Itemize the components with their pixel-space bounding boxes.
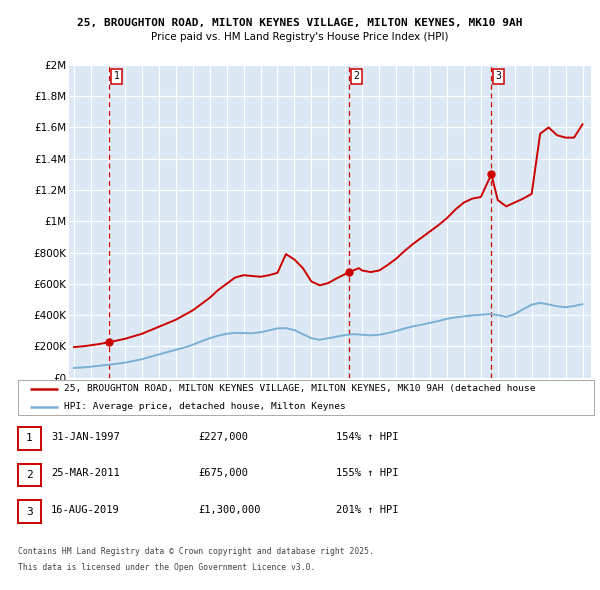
Text: 31-JAN-1997: 31-JAN-1997 [51,432,120,441]
Text: 2: 2 [26,470,33,480]
Text: 3: 3 [496,71,502,81]
Text: 1: 1 [113,71,119,81]
Text: 16-AUG-2019: 16-AUG-2019 [51,505,120,514]
Text: 154% ↑ HPI: 154% ↑ HPI [336,432,398,441]
Text: 2: 2 [353,71,359,81]
Text: Contains HM Land Registry data © Crown copyright and database right 2025.: Contains HM Land Registry data © Crown c… [18,547,374,556]
Text: £1,300,000: £1,300,000 [198,505,260,514]
Text: 155% ↑ HPI: 155% ↑ HPI [336,468,398,478]
Text: This data is licensed under the Open Government Licence v3.0.: This data is licensed under the Open Gov… [18,563,316,572]
Text: £227,000: £227,000 [198,432,248,441]
Text: 1: 1 [26,434,33,443]
Text: 3: 3 [26,507,33,516]
Text: 201% ↑ HPI: 201% ↑ HPI [336,505,398,514]
Text: 25, BROUGHTON ROAD, MILTON KEYNES VILLAGE, MILTON KEYNES, MK10 9AH (detached hou: 25, BROUGHTON ROAD, MILTON KEYNES VILLAG… [64,384,536,394]
Text: £675,000: £675,000 [198,468,248,478]
Text: 25-MAR-2011: 25-MAR-2011 [51,468,120,478]
Text: HPI: Average price, detached house, Milton Keynes: HPI: Average price, detached house, Milt… [64,402,346,411]
Text: 25, BROUGHTON ROAD, MILTON KEYNES VILLAGE, MILTON KEYNES, MK10 9AH: 25, BROUGHTON ROAD, MILTON KEYNES VILLAG… [77,18,523,28]
Text: Price paid vs. HM Land Registry's House Price Index (HPI): Price paid vs. HM Land Registry's House … [151,32,449,42]
